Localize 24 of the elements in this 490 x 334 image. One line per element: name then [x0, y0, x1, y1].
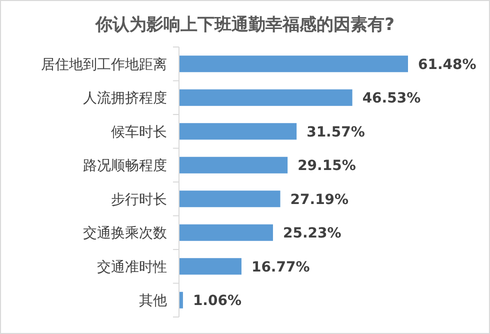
data-label: 1.06% [192, 293, 242, 310]
bar [179, 56, 408, 72]
data-label: 61.48% [418, 56, 476, 73]
y-tick-label: 其他 [139, 293, 167, 310]
bar [179, 258, 242, 275]
data-label: 25.23% [282, 226, 342, 242]
data-label: 31.57% [306, 124, 365, 140]
data-label: 27.19% [290, 192, 349, 208]
bar [179, 123, 297, 140]
bar [179, 89, 352, 106]
y-tick-label: 候车时长 [111, 124, 167, 140]
bar [179, 190, 280, 208]
data-label: 29.15% [298, 158, 356, 174]
bar [179, 156, 288, 174]
y-tick-label: 步行时长 [111, 192, 167, 208]
y-tick-label: 交通准时性 [97, 259, 167, 276]
y-tick-label: 居住地到工作地距离 [41, 56, 167, 73]
y-tick-label: 路况顺畅程度 [83, 158, 167, 174]
y-tick-label: 人流拥挤程度 [83, 90, 167, 107]
chart-title: 你认为影响上下班通勤幸福感的因素有? [94, 15, 394, 35]
bar [179, 224, 273, 241]
y-tick-label: 交通换乘次数 [83, 226, 167, 242]
data-label: 16.77% [251, 259, 310, 276]
data-label: 46.53% [362, 90, 421, 107]
